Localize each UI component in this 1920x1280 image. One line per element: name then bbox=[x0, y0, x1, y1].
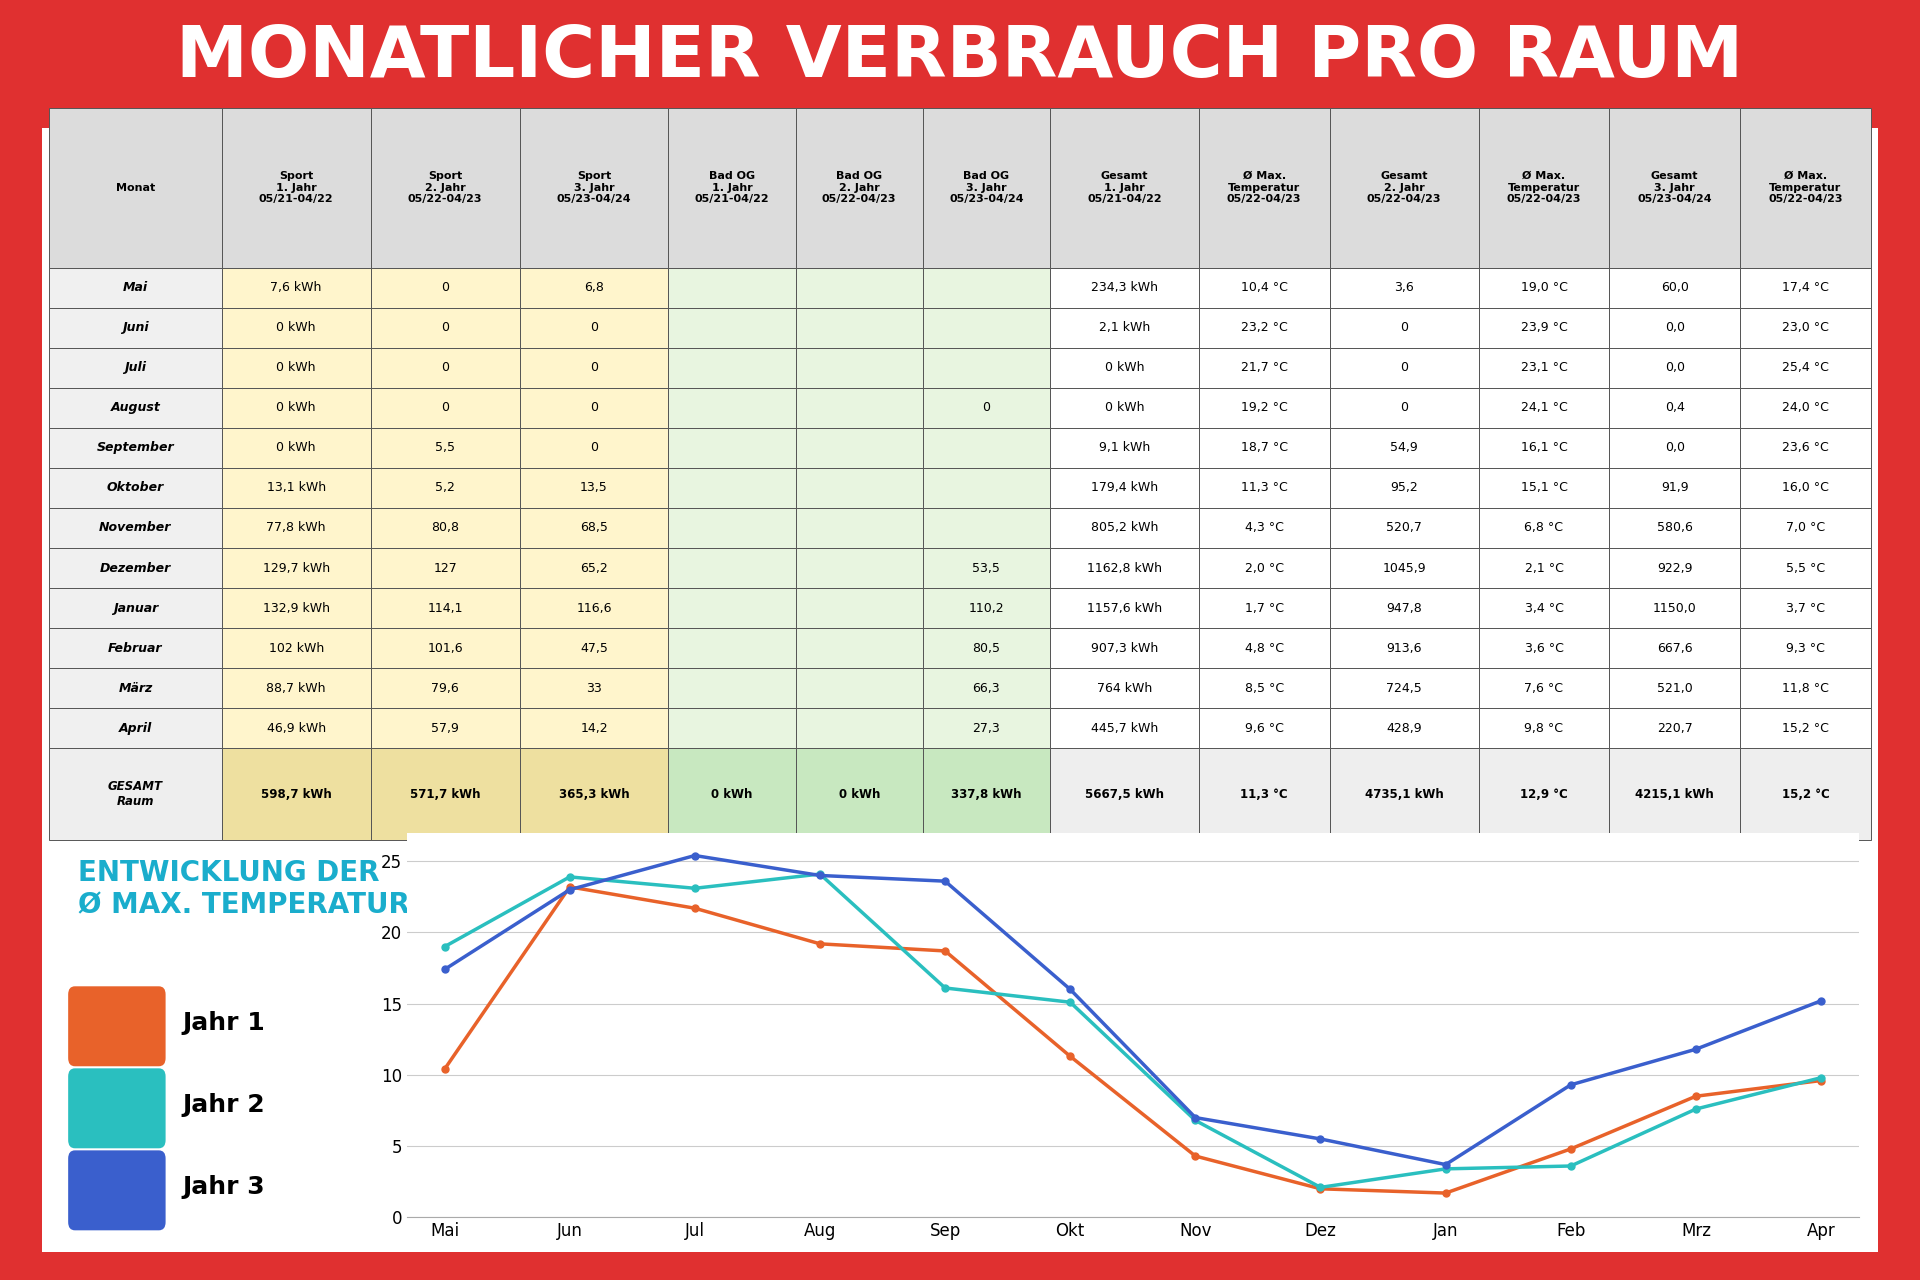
FancyBboxPatch shape bbox=[69, 987, 165, 1066]
FancyBboxPatch shape bbox=[15, 111, 1905, 1268]
Text: Jahr 2: Jahr 2 bbox=[182, 1093, 265, 1117]
FancyBboxPatch shape bbox=[69, 1069, 165, 1148]
Text: Jahr 1: Jahr 1 bbox=[182, 1011, 265, 1036]
Text: ENTWICKLUNG DER
Ø MAX. TEMPERATUR: ENTWICKLUNG DER Ø MAX. TEMPERATUR bbox=[79, 859, 411, 919]
Text: Jahr 3: Jahr 3 bbox=[182, 1175, 265, 1199]
Text: MONATLICHER VERBRAUCH PRO RAUM: MONATLICHER VERBRAUCH PRO RAUM bbox=[177, 23, 1743, 92]
FancyBboxPatch shape bbox=[69, 1151, 165, 1230]
